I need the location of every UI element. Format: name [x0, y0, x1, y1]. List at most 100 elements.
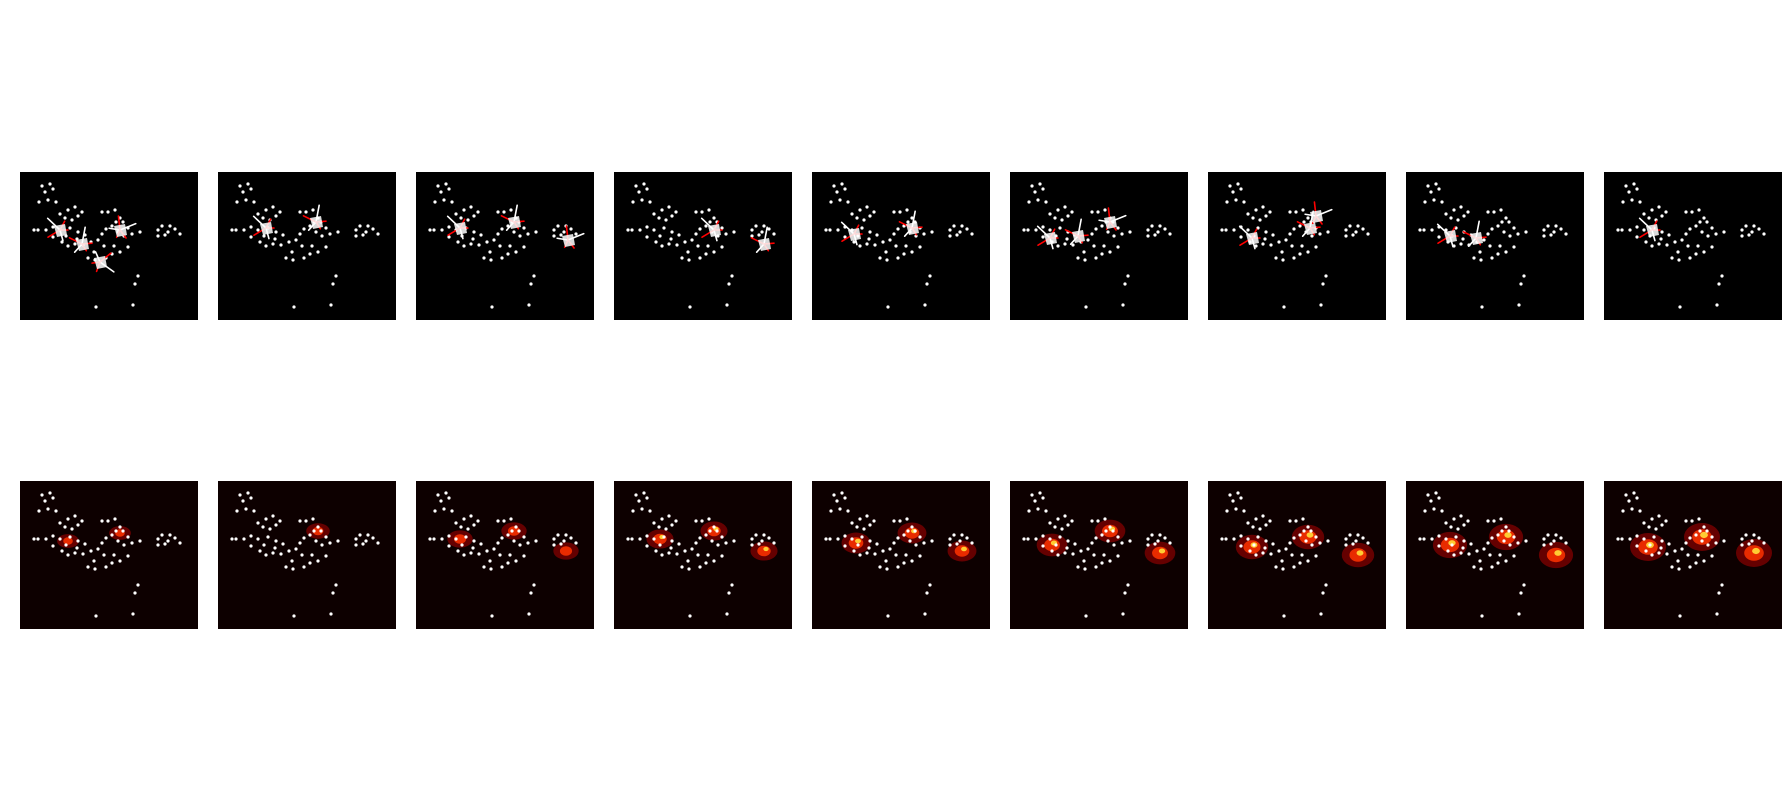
scatter-point: [527, 612, 531, 616]
scatter-point: [850, 521, 854, 525]
panel-background: [20, 172, 198, 320]
scatter-point: [1271, 233, 1275, 237]
scatter-point: [948, 234, 952, 238]
scatter-point: [526, 541, 530, 545]
scatter-point: [1108, 250, 1112, 254]
scatter-point: [1684, 232, 1688, 236]
scatter-point: [1120, 541, 1124, 545]
scatter-point: [1126, 583, 1130, 587]
scatter-point: [492, 547, 496, 551]
scatter-point: [502, 519, 506, 523]
scatter-point: [58, 212, 62, 216]
scatter-point: [960, 533, 964, 537]
scatter-point: [292, 305, 296, 309]
scatter-point: [252, 509, 256, 513]
scatter-point: [376, 232, 380, 236]
scatter-point: [654, 240, 658, 244]
scatter-point: [432, 537, 436, 541]
scatter-point: [1456, 527, 1460, 531]
scatter-point: [518, 543, 522, 547]
scatter-point: [1351, 542, 1355, 546]
scatter-point: [329, 303, 333, 307]
scatter-point: [319, 529, 323, 533]
scatter-point: [958, 539, 962, 543]
scatter-point: [1026, 228, 1030, 232]
scatter-point: [925, 591, 929, 595]
scatter-point: [1437, 496, 1441, 500]
heat-region-hot: [763, 546, 769, 552]
panel-background: [218, 481, 396, 629]
scatter-point: [1466, 210, 1470, 214]
scatter-point: [311, 208, 315, 212]
scatter-point: [506, 252, 510, 256]
heat-region-mid: [954, 545, 970, 557]
scatter-point: [677, 233, 681, 237]
scatter-point: [923, 612, 927, 616]
scatter-point: [316, 559, 320, 563]
scatter-point: [1256, 535, 1260, 539]
scatter-point: [54, 200, 58, 204]
scatter-point: [732, 539, 736, 543]
scatter-point: [630, 537, 634, 541]
panel-canvas: [1406, 481, 1584, 629]
panel-canvas: [20, 172, 198, 320]
scatter-point: [1564, 541, 1568, 545]
scatter-point: [454, 537, 458, 541]
scatter-point: [1475, 549, 1479, 553]
scatter-point: [1714, 541, 1718, 545]
scatter-point: [706, 244, 710, 248]
scatter-point: [873, 243, 877, 247]
scatter-point: [76, 230, 80, 234]
panel-canvas: [218, 172, 396, 320]
scatter-point: [1282, 305, 1286, 309]
scatter-point: [925, 282, 929, 286]
scatter-point: [291, 567, 295, 571]
scatter-point: [712, 525, 716, 529]
scatter-point: [1220, 537, 1224, 541]
scatter-point: [311, 517, 315, 521]
scatter-point: [136, 274, 140, 278]
scatter-point: [1053, 216, 1057, 220]
scatter-point: [1628, 537, 1632, 541]
scatter-point: [1482, 238, 1486, 242]
scatter-point: [1710, 245, 1714, 249]
scatter-point: [234, 537, 238, 541]
panel-background: [1406, 172, 1584, 320]
scatter-point: [1504, 559, 1508, 563]
scatter-point: [667, 205, 671, 209]
scatter-point: [707, 517, 711, 521]
scatter-point: [433, 200, 437, 204]
scatter-point: [1564, 232, 1568, 236]
scatter-point: [1680, 547, 1684, 551]
scatter-point: [428, 537, 432, 541]
scatter-point: [1090, 210, 1094, 214]
scatter-point: [261, 216, 265, 220]
scatter-point: [914, 543, 918, 547]
scatter-point: [648, 200, 652, 204]
scatter-point: [488, 250, 492, 254]
scatter-point: [462, 517, 466, 521]
scatter-point: [469, 551, 473, 555]
scatter-point: [1146, 228, 1150, 232]
scatter-point: [680, 256, 684, 260]
scatter-point: [750, 543, 754, 547]
scatter-point: [690, 547, 694, 551]
scatter-point: [908, 539, 912, 543]
panel-background: [1208, 172, 1386, 320]
scatter-point: [574, 232, 578, 236]
scatter-point: [1251, 525, 1255, 529]
scatter-point: [1156, 230, 1160, 234]
scatter-point: [249, 187, 253, 191]
scatter-point: [1462, 214, 1466, 218]
scatter-point: [273, 237, 277, 241]
scatter-point: [130, 541, 134, 545]
scatter-point: [439, 190, 443, 194]
scatter-point: [106, 519, 110, 523]
scatter-point: [892, 541, 896, 545]
scatter-point: [496, 541, 500, 545]
scatter-point: [496, 519, 500, 523]
scatter-point: [76, 523, 80, 527]
scatter-point: [658, 543, 662, 547]
scatter-point: [1041, 534, 1045, 538]
scatter-point: [1423, 200, 1427, 204]
